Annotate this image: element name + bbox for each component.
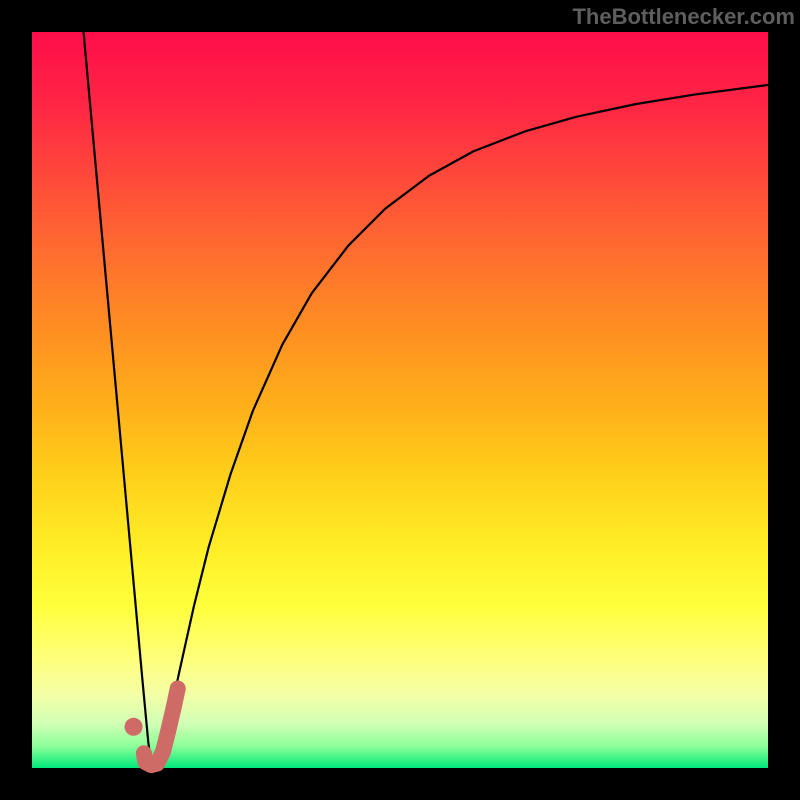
bottleneck-curve xyxy=(84,32,768,764)
chart-svg xyxy=(0,0,800,800)
marker-j-stroke xyxy=(144,689,178,766)
chart-container: TheBottlenecker.com xyxy=(0,0,800,800)
watermark-text: TheBottlenecker.com xyxy=(572,4,795,30)
marker-dot xyxy=(125,718,143,736)
